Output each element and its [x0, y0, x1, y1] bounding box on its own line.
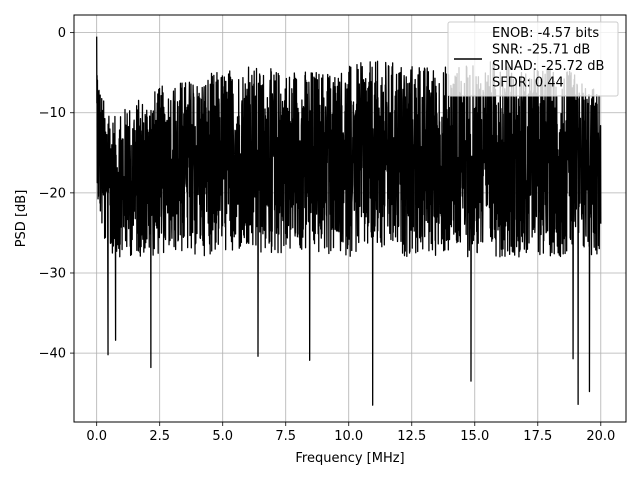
x-tick-label: 0.0 — [86, 429, 107, 444]
axes-frame — [73, 14, 627, 423]
x-tick-label: 5.0 — [212, 429, 233, 444]
x-tick-label: 17.5 — [523, 429, 552, 444]
legend-sinad: SINAD: -25.72 dB — [492, 59, 604, 74]
x-axis-label: Frequency [MHz] — [295, 451, 404, 466]
x-tick-label: 20.0 — [586, 429, 615, 444]
y-tick-label: −20 — [39, 186, 66, 201]
x-tick-label: 12.5 — [397, 429, 426, 444]
y-tick-label: −40 — [39, 347, 66, 362]
x-tick-label: 10.0 — [334, 429, 363, 444]
psd-series-line — [96, 36, 602, 406]
x-tick-label: 2.5 — [149, 429, 170, 444]
plot-area — [96, 36, 602, 406]
legend-snr: SNR: -25.71 dB — [492, 43, 590, 58]
legend: ENOB: -4.57 bits SNR: -25.71 dB SINAD: -… — [447, 21, 619, 97]
axis-ticks: 0.0 2.5 5.0 7.5 10.0 12.5 15.0 17.5 20.0 0 −10 −20 −… — [39, 26, 616, 444]
x-tick-label: 15.0 — [460, 429, 489, 444]
legend-box — [447, 21, 619, 97]
y-tick-label: 0 — [58, 26, 66, 41]
y-axis-label: PSD [dB] — [14, 190, 29, 248]
x-tick-label: 7.5 — [275, 429, 296, 444]
y-tick-label: −30 — [39, 266, 66, 281]
legend-sfdr: SFDR: 0.44 — [492, 76, 564, 91]
y-tick-label: −10 — [39, 106, 66, 121]
legend-enob: ENOB: -4.57 bits — [492, 26, 599, 41]
